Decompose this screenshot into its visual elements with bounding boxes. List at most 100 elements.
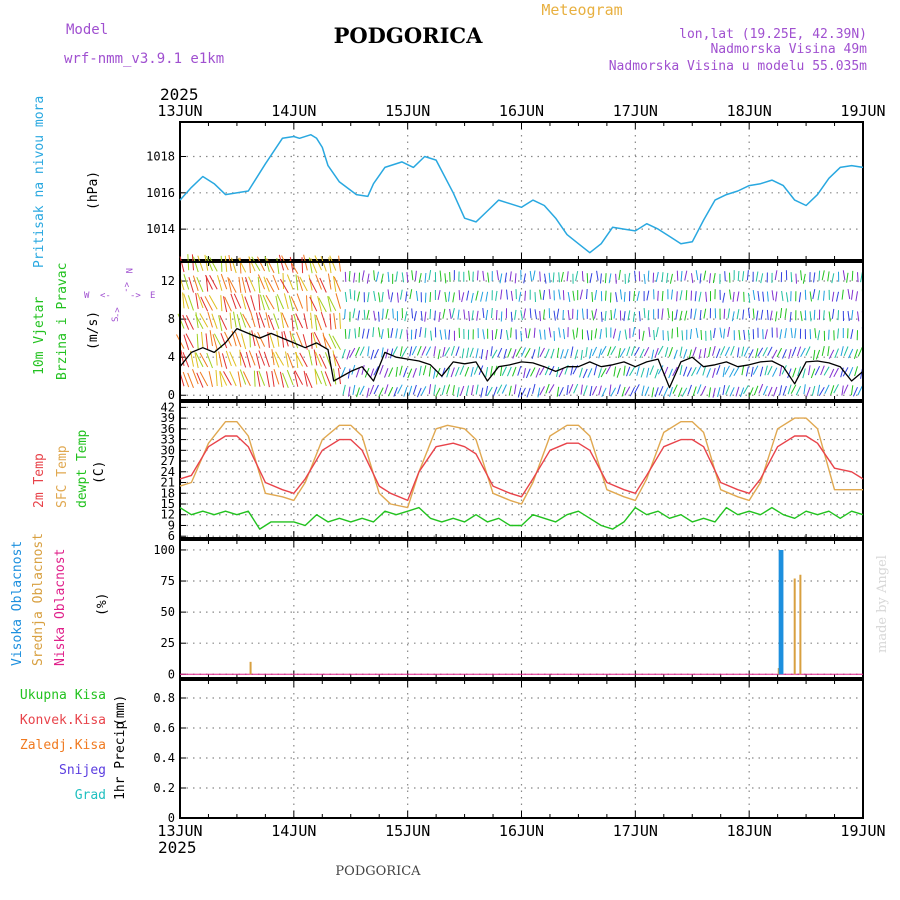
wind-arrow <box>288 295 294 312</box>
wind-arrow <box>553 330 555 341</box>
wind-arrow <box>378 327 381 338</box>
wind-arrow <box>332 350 337 367</box>
wind-arrow <box>418 273 422 283</box>
legend-total: Ukupna Kisa <box>20 688 106 703</box>
wind-arrow <box>694 291 697 302</box>
wind-arrow <box>735 386 740 397</box>
wind-arrow <box>696 384 702 394</box>
wind-arrow <box>206 255 213 272</box>
wind-arrow <box>322 334 332 350</box>
wind-arrow <box>771 290 774 301</box>
wind-arrow <box>444 329 447 340</box>
wind-arrow <box>340 367 346 377</box>
wind-arrow <box>576 309 579 320</box>
wind-arrow <box>220 273 228 290</box>
wind-arrow <box>509 271 512 282</box>
wind-arrow <box>468 270 471 281</box>
wind-arrow <box>315 314 322 331</box>
wind-arrow <box>225 350 232 367</box>
wind-arrow <box>829 368 835 379</box>
wind-arrow <box>803 384 806 395</box>
wind-arrow <box>821 270 825 281</box>
wind-arrow <box>458 290 461 301</box>
wind-arrow <box>496 384 503 394</box>
wind-arrow <box>380 329 384 340</box>
wind-arrow <box>239 349 242 366</box>
wind-arrow <box>276 294 285 310</box>
wind-arrow <box>379 364 384 375</box>
date-label: 18JUN <box>727 822 772 840</box>
compass-arrow-left: <- <box>100 291 111 301</box>
wind-arrow <box>843 384 849 394</box>
wind-arrow <box>673 349 678 360</box>
wind-arrow <box>848 367 854 377</box>
wind-arrow <box>310 312 313 329</box>
wind-arrow <box>208 371 213 388</box>
wind-arrow <box>700 329 703 340</box>
wind-arrow <box>428 270 432 281</box>
y-tick-label: 100 <box>153 543 175 557</box>
wind-arrow <box>737 347 740 358</box>
wind-arrow <box>413 310 417 322</box>
wind-arrow <box>610 387 617 397</box>
legend-graupel: Grad <box>75 788 106 803</box>
wind-arrow <box>373 310 376 321</box>
wind-arrow <box>257 277 261 294</box>
wind-arrow <box>669 386 673 397</box>
wind-arrow <box>412 384 417 395</box>
wind-arrow <box>796 346 802 357</box>
wind-arrow <box>348 328 351 339</box>
wind-arrow <box>400 289 403 300</box>
wind-arrow <box>390 328 394 338</box>
wind-arrow <box>766 309 769 320</box>
wind-arrow <box>513 384 517 395</box>
wind-arrow <box>310 295 313 312</box>
wind-arrow <box>792 367 797 378</box>
wind-arrow <box>395 271 398 282</box>
wind-arrow <box>582 368 588 379</box>
wind-arrow <box>790 384 797 394</box>
wind-arrow <box>205 275 209 292</box>
wind-arrow <box>705 291 708 302</box>
wind-arrow <box>442 346 446 358</box>
wind-arrow <box>452 292 455 303</box>
wind-arrow <box>520 330 523 342</box>
wind-arrow <box>195 293 199 309</box>
wind-arrow <box>387 386 394 397</box>
wind-arrow <box>850 385 854 396</box>
wind-arrow <box>197 292 204 309</box>
wind-arrow <box>581 308 584 319</box>
wind-arrow <box>299 352 308 368</box>
wind-arrow <box>503 348 507 359</box>
wind-arrow <box>842 270 846 281</box>
wind-arrow <box>558 272 560 283</box>
wind-arrow <box>823 366 830 376</box>
wind-arrow <box>794 328 797 339</box>
wind-arrow <box>782 349 787 359</box>
wind-arrow <box>308 349 313 366</box>
date-label: 15JUN <box>385 822 430 840</box>
wind-arrow <box>409 289 413 300</box>
x-axis-top: 13JUN 14JUN 15JUN 16JUN 17JUN 18JUN 19JUN <box>157 102 885 120</box>
wind-arrow <box>613 366 617 377</box>
wind-arrow <box>857 272 859 283</box>
wind-arrow <box>239 312 247 328</box>
wind-arrow <box>644 386 650 397</box>
wind-arrow <box>305 373 313 389</box>
wind-arrow <box>811 385 816 396</box>
wind-arrow <box>684 270 688 281</box>
wind-arrow <box>817 384 821 395</box>
wind-arrow <box>273 313 280 329</box>
wind-arrow <box>199 313 209 328</box>
wind-arrow <box>566 385 569 396</box>
wind-arrow <box>183 334 190 351</box>
y-tick-label: 39 <box>161 411 175 425</box>
wind-arrow <box>333 368 337 385</box>
wind-arrow <box>724 365 730 375</box>
wind-arrow <box>599 329 602 340</box>
wind-arrow <box>857 385 863 396</box>
wind-arrow <box>651 387 655 398</box>
wind-arrow <box>271 349 275 366</box>
wind-arrow <box>258 312 266 328</box>
wind-arrow <box>729 289 732 300</box>
